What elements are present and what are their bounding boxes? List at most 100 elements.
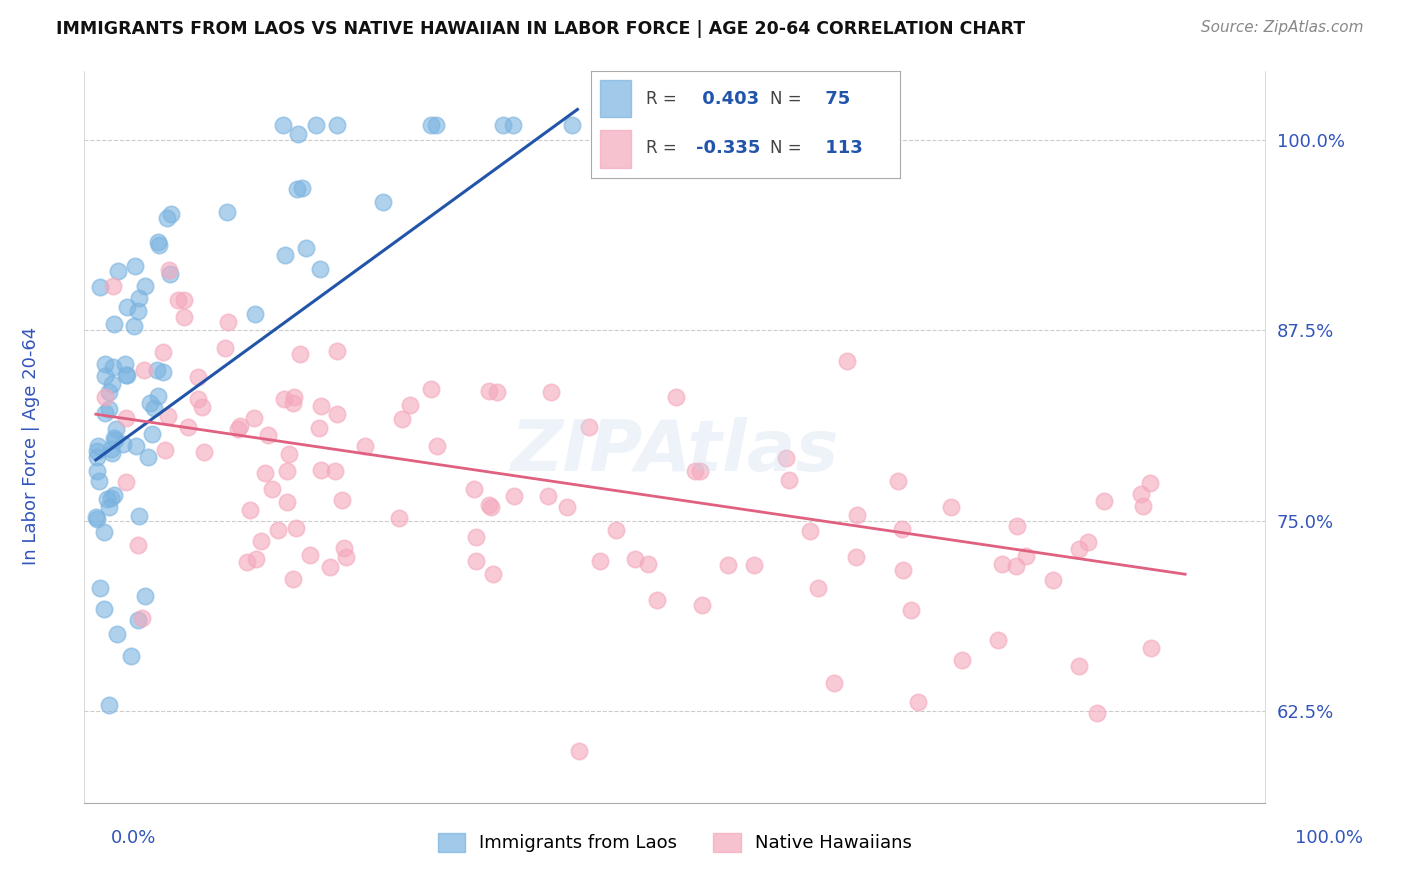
Point (93, 369, 115, 384)
Point (276, 465, 298, 479)
Point (156, 211, 179, 225)
Point (1077, 535, 1099, 549)
Point (420, 118, 443, 132)
Point (274, 248, 297, 262)
Point (94, 390, 117, 404)
Point (950, 652, 973, 666)
Point (391, 412, 413, 426)
Point (86, 443, 108, 458)
Point (555, 500, 578, 514)
Point (287, 127, 309, 141)
Point (309, 399, 332, 413)
Point (399, 398, 422, 412)
Point (464, 530, 486, 544)
Point (100, 491, 122, 505)
Text: N =: N = (770, 139, 801, 157)
Point (103, 317, 125, 331)
Point (89, 280, 111, 294)
Point (305, 118, 328, 132)
Point (283, 391, 305, 405)
Point (354, 439, 377, 453)
Point (243, 410, 266, 425)
Point (167, 293, 190, 307)
Point (94, 357, 117, 371)
Point (89, 581, 111, 595)
Point (229, 419, 252, 434)
Point (105, 627, 128, 641)
Point (323, 464, 346, 478)
Text: ZIPAtlas: ZIPAtlas (510, 417, 839, 486)
Point (86, 450, 108, 464)
Point (589, 554, 612, 568)
Point (278, 447, 301, 461)
Point (1042, 573, 1064, 587)
Point (689, 464, 711, 478)
Point (96, 491, 118, 506)
Point (155, 443, 177, 458)
Point (98, 385, 121, 400)
Point (846, 508, 869, 522)
Point (477, 384, 499, 398)
Point (309, 463, 332, 477)
Point (281, 572, 304, 586)
Point (326, 344, 349, 359)
Point (823, 676, 845, 690)
Point (939, 500, 962, 514)
Point (420, 383, 443, 397)
Point (148, 235, 170, 250)
Point (187, 370, 209, 384)
Point (891, 522, 914, 536)
Point (239, 502, 262, 516)
Point (134, 589, 156, 603)
Point (134, 279, 156, 293)
Text: R =: R = (647, 90, 676, 108)
Point (276, 494, 298, 508)
Point (124, 439, 146, 453)
Point (107, 264, 129, 278)
Point (273, 392, 295, 406)
FancyBboxPatch shape (600, 80, 631, 118)
Point (101, 445, 124, 459)
Point (190, 400, 212, 414)
Point (236, 555, 259, 569)
Point (330, 493, 353, 508)
Point (1005, 519, 1028, 533)
Point (778, 473, 800, 487)
Legend: Immigrants from Laos, Native Hawaiians: Immigrants from Laos, Native Hawaiians (430, 826, 920, 860)
Point (540, 385, 562, 400)
Point (94, 406, 117, 420)
Point (128, 508, 150, 523)
Point (146, 389, 169, 403)
Point (807, 581, 830, 595)
Point (112, 437, 135, 451)
Point (335, 550, 357, 565)
Point (271, 118, 294, 132)
Point (1014, 549, 1036, 563)
Point (146, 363, 169, 377)
Point (1092, 493, 1115, 508)
Point (284, 521, 307, 535)
Point (479, 500, 502, 515)
Point (425, 118, 447, 132)
Point (86, 509, 108, 524)
Text: 0.0%: 0.0% (111, 829, 156, 847)
Point (308, 262, 330, 277)
Point (86, 464, 108, 478)
Text: 113: 113 (820, 139, 863, 157)
Point (775, 451, 797, 466)
Point (260, 482, 283, 496)
Point (114, 368, 136, 382)
Point (987, 632, 1010, 647)
Point (115, 411, 138, 425)
Point (464, 553, 486, 567)
Point (217, 315, 239, 329)
Point (243, 307, 266, 321)
Point (115, 368, 138, 383)
Point (1129, 487, 1152, 501)
Point (907, 695, 929, 709)
Point (152, 345, 174, 359)
Point (124, 319, 146, 334)
Point (887, 474, 910, 488)
Point (605, 523, 627, 537)
Text: 0.403: 0.403 (696, 90, 759, 108)
